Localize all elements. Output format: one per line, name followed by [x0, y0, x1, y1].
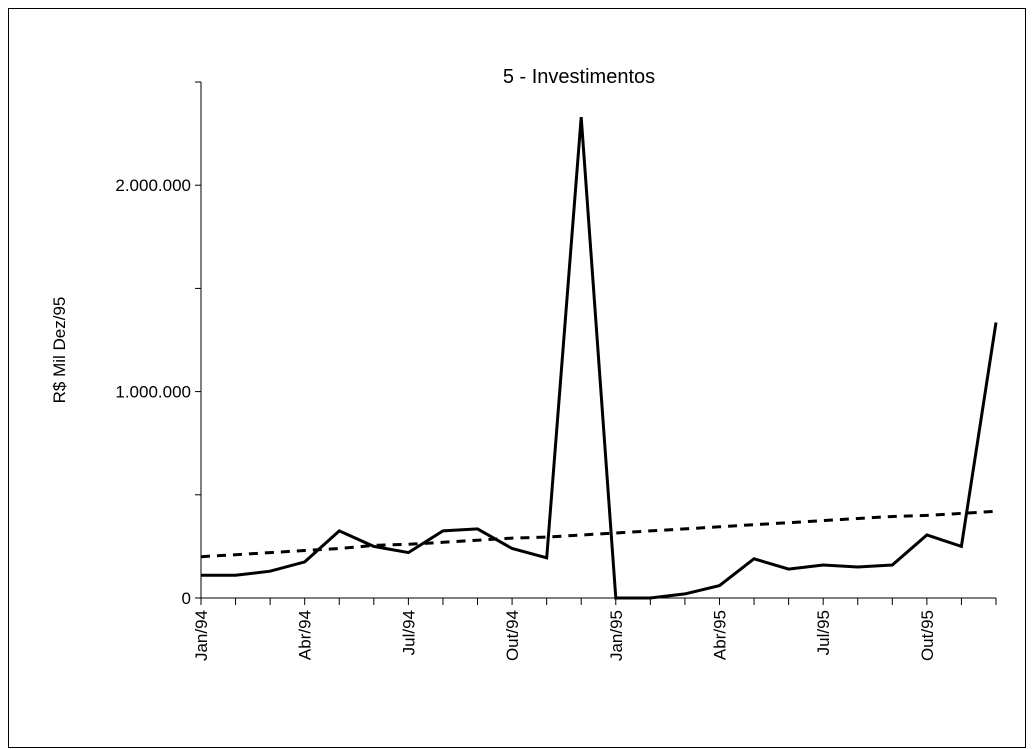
- chart-title: 5 - Investimentos: [503, 66, 655, 88]
- x-tick-label: Jan/95: [607, 610, 626, 661]
- x-tick-label: Abr/94: [296, 610, 315, 660]
- series-layer: [201, 117, 996, 598]
- x-tick-label: Jan/94: [192, 610, 211, 661]
- chart-frame: 5 - Investimentos R$ Mil Dez/95 0 1.000.0…: [8, 8, 1026, 748]
- y-tick-label: 2.000.000: [115, 176, 191, 195]
- line-chart: 5 - Investimentos R$ Mil Dez/95 0 1.000.0…: [9, 9, 1027, 749]
- series-line-solid: [201, 117, 996, 598]
- y-tick-label: 1.000.000: [115, 383, 191, 402]
- x-tick-label: Abr/95: [710, 610, 729, 660]
- series-line-dashed: [201, 511, 996, 556]
- x-tick-label: Jul/94: [399, 610, 418, 655]
- y-tick-label: 0: [182, 589, 191, 608]
- x-tick-label: Out/94: [503, 610, 522, 661]
- x-tick-label: Jul/95: [814, 610, 833, 655]
- x-tick-label: Out/95: [918, 610, 937, 661]
- y-axis-label: R$ Mil Dez/95: [50, 297, 69, 404]
